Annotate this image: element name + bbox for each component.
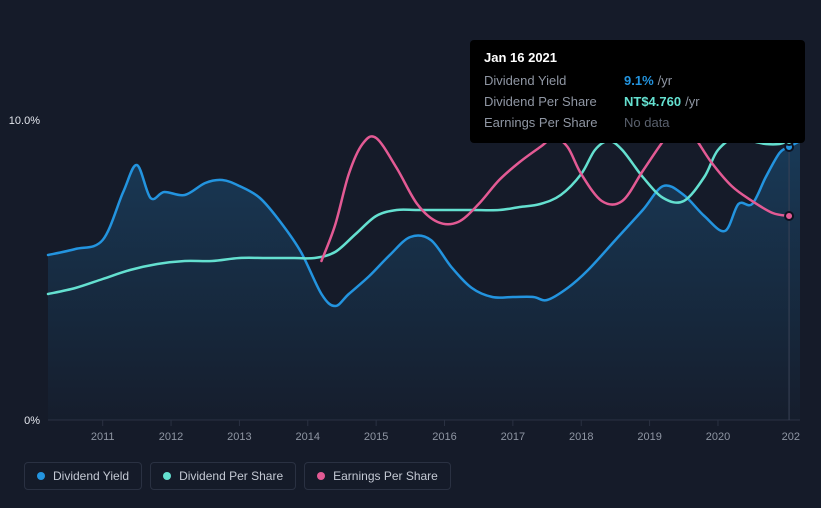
x-axis-label: 2017: [501, 431, 525, 443]
legend-item[interactable]: Dividend Per Share: [150, 462, 296, 490]
x-axis-label: 2012: [159, 431, 183, 443]
chart-tooltip: Jan 16 2021 Dividend Yield9.1%/yrDividen…: [470, 40, 805, 143]
x-axis-label: 202: [782, 431, 800, 443]
marker-dot: [785, 212, 793, 220]
legend-label: Earnings Per Share: [333, 469, 438, 483]
tooltip-value: NT$4.760: [624, 92, 681, 113]
tooltip-row: Earnings Per ShareNo data: [484, 113, 791, 134]
tooltip-unit: /yr: [658, 71, 672, 92]
legend-label: Dividend Yield: [53, 469, 129, 483]
legend-item[interactable]: Earnings Per Share: [304, 462, 451, 490]
x-axis-label: 2015: [364, 431, 388, 443]
legend-dot-icon: [37, 472, 45, 480]
x-axis-label: 2014: [296, 431, 320, 443]
y-axis-label: 0%: [24, 415, 40, 427]
x-axis-label: 2018: [569, 431, 593, 443]
x-axis-label: 2020: [706, 431, 730, 443]
x-axis-label: 2019: [637, 431, 661, 443]
tooltip-nodata: No data: [624, 113, 670, 134]
legend-label: Dividend Per Share: [179, 469, 283, 483]
x-axis-label: 2016: [432, 431, 456, 443]
tooltip-label: Dividend Per Share: [484, 92, 624, 113]
legend-dot-icon: [163, 472, 171, 480]
tooltip-label: Earnings Per Share: [484, 113, 624, 134]
tooltip-row: Dividend Per ShareNT$4.760/yr: [484, 92, 791, 113]
x-axis-label: 2013: [227, 431, 251, 443]
legend-item[interactable]: Dividend Yield: [24, 462, 142, 490]
tooltip-value: 9.1%: [624, 71, 654, 92]
legend-dot-icon: [317, 472, 325, 480]
chart-legend: Dividend Yield Dividend Per Share Earnings…: [24, 462, 451, 490]
x-axis-label: 2011: [91, 431, 115, 443]
tooltip-row: Dividend Yield9.1% /yr: [484, 71, 791, 92]
tooltip-date: Jan 16 2021: [484, 50, 791, 65]
tooltip-label: Dividend Yield: [484, 71, 624, 92]
series-area: [48, 141, 800, 420]
tooltip-unit: /yr: [685, 92, 699, 113]
y-axis-label: 10.0%: [9, 115, 40, 127]
